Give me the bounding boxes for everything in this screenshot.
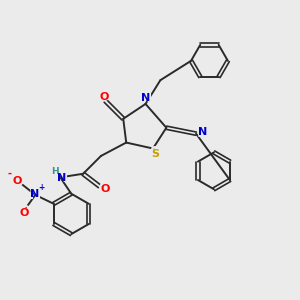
Text: O: O (11, 174, 24, 189)
Text: N: N (140, 91, 152, 106)
Text: H: H (50, 166, 60, 178)
Text: H: H (51, 167, 59, 176)
Text: N: N (141, 93, 150, 103)
Text: N: N (56, 170, 68, 185)
Text: O: O (18, 205, 30, 220)
Text: N: N (30, 189, 39, 199)
Text: S: S (151, 149, 159, 159)
Text: O: O (100, 184, 110, 194)
Text: S: S (150, 146, 160, 161)
Text: O: O (13, 176, 22, 186)
Text: O: O (98, 89, 110, 104)
Text: N: N (198, 127, 207, 137)
Text: O: O (99, 92, 109, 101)
Text: N: N (57, 173, 66, 183)
Text: -: - (8, 169, 12, 179)
Text: +: + (39, 183, 45, 192)
Text: N: N (196, 125, 209, 140)
Text: O: O (19, 208, 29, 218)
Text: O: O (99, 181, 111, 196)
Text: N: N (28, 187, 41, 202)
